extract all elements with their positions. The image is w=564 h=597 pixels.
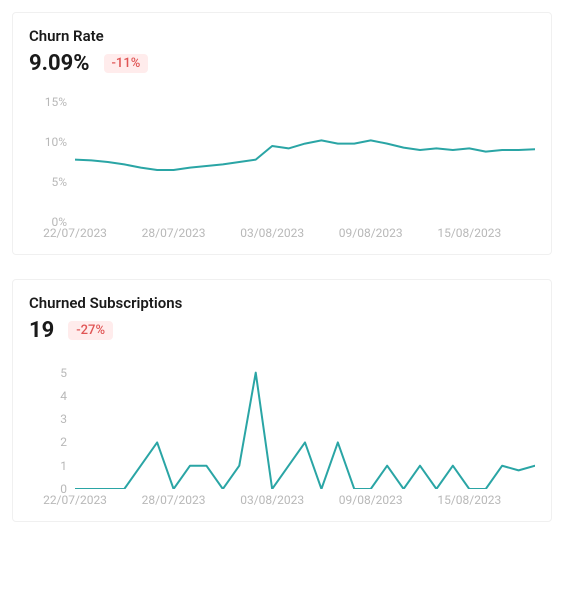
churn-rate-plot — [75, 94, 535, 222]
x-tick: 15/08/2023 — [437, 493, 501, 507]
churned-subs-chart: 012345 22/07/202328/07/202303/08/202309/… — [29, 361, 535, 511]
churn-rate-line — [75, 140, 535, 170]
churn-rate-value: 9.09% — [29, 51, 90, 76]
x-tick: 09/08/2023 — [339, 226, 403, 240]
x-tick: 15/08/2023 — [437, 226, 501, 240]
churned-subs-card: Churned Subscriptions 19 -27% 012345 22/… — [12, 279, 552, 522]
churn-rate-y-axis: 0%5%10%15% — [29, 94, 75, 222]
churn-rate-card: Churn Rate 9.09% -11% 0%5%10%15% 22/07/2… — [12, 12, 552, 255]
churned-subs-plot — [75, 361, 535, 489]
y-tick: 15% — [45, 95, 67, 109]
x-tick: 03/08/2023 — [240, 493, 304, 507]
x-tick: 28/07/2023 — [142, 226, 206, 240]
y-tick: 2 — [60, 435, 67, 449]
y-tick: 5% — [51, 175, 67, 189]
churned-subs-x-axis: 22/07/202328/07/202303/08/202309/08/2023… — [75, 493, 535, 511]
churn-rate-x-axis: 22/07/202328/07/202303/08/202309/08/2023… — [75, 226, 535, 244]
y-tick: 4 — [60, 389, 67, 403]
x-tick: 22/07/2023 — [43, 493, 107, 507]
y-tick: 10% — [45, 135, 67, 149]
y-tick: 3 — [60, 412, 67, 426]
y-tick: 1 — [60, 459, 67, 473]
churned-subs-y-axis: 012345 — [29, 361, 75, 489]
x-tick: 09/08/2023 — [339, 493, 403, 507]
churn-rate-value-row: 9.09% -11% — [29, 51, 535, 76]
churn-rate-svg — [75, 94, 535, 222]
churn-rate-delta: -11% — [104, 54, 149, 73]
x-tick: 28/07/2023 — [142, 493, 206, 507]
churn-rate-chart: 0%5%10%15% 22/07/202328/07/202303/08/202… — [29, 94, 535, 244]
churned-subscriptions-svg — [75, 361, 535, 489]
y-tick: 5 — [60, 366, 67, 380]
churned-subs-title: Churned Subscriptions — [29, 294, 535, 312]
churn-rate-title: Churn Rate — [29, 27, 535, 45]
x-tick: 22/07/2023 — [43, 226, 107, 240]
x-tick: 03/08/2023 — [240, 226, 304, 240]
churned-subs-delta: -27% — [68, 321, 113, 340]
churned-subscriptions-line — [75, 373, 535, 489]
churned-subs-value: 19 — [29, 318, 54, 343]
churned-subs-value-row: 19 -27% — [29, 318, 535, 343]
